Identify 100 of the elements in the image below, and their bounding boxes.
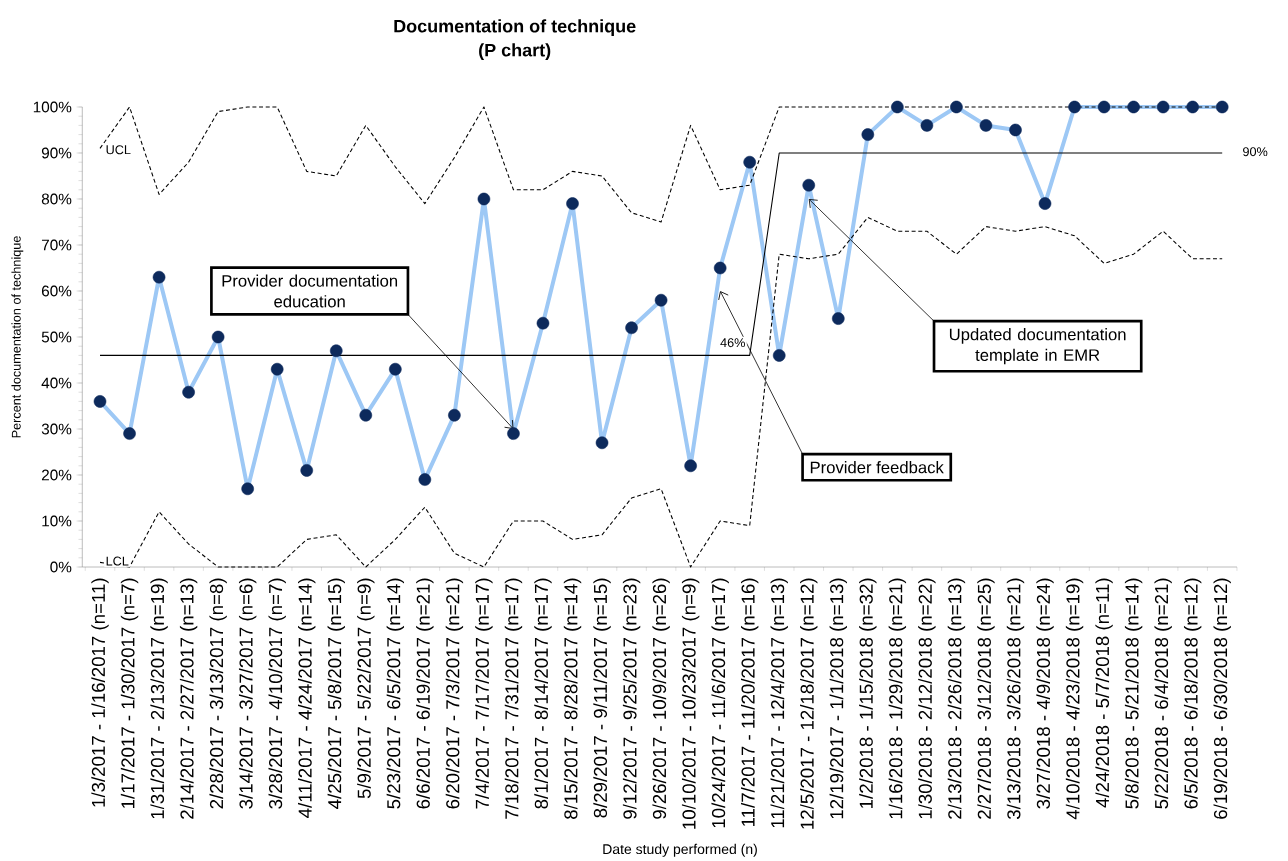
x-tick-label: 4/10/2018 - 4/23/2018 (n=19) xyxy=(1065,578,1084,820)
point xyxy=(329,344,343,358)
point xyxy=(566,197,579,210)
point xyxy=(1186,100,1199,114)
point xyxy=(1215,100,1229,114)
point xyxy=(93,395,107,408)
point xyxy=(182,385,195,399)
point xyxy=(802,178,816,192)
annotation: Provider documentation education xyxy=(222,274,398,308)
point xyxy=(152,270,166,284)
point xyxy=(1127,100,1140,114)
chart-subtitle: (P chart) xyxy=(479,43,551,61)
x-tick-label: 1/30/2018 - 2/12/2018 (n=22) xyxy=(918,578,936,819)
x-tick-label: 12/5/2017 - 12/18/2017 (n=12) xyxy=(800,578,818,829)
x-axis-title: Date study performed (n) xyxy=(603,843,757,857)
x-tick-label: 5/8/2018 - 5/21/2018 (n=14) xyxy=(1124,578,1143,809)
x-tick-label: 2/27/2018 - 3/12/2018 (n=25) xyxy=(977,578,995,819)
x-tick-label: 2/28/2017 - 3/13/2017 (n=8) xyxy=(209,578,227,809)
x-tick-label: 3/14/2017 - 3/27/2017 (n=6) xyxy=(238,578,257,809)
x-tick-label: 1/16/2018 - 1/29/2018 (n=21) xyxy=(888,578,907,819)
x-tick-label: 3/27/2018 - 4/9/2018 (n=24) xyxy=(1036,578,1054,809)
x-tick-label: 6/20/2017 - 7/3/2017 (n=21) xyxy=(445,578,464,809)
x-tick-label: 4/11/2017 - 4/24/2017 (n=14) xyxy=(298,578,316,818)
chart-title: Documentation of technique xyxy=(394,19,636,37)
x-tick-label: 1/17/2017 - 1/30/2017 (n=7) xyxy=(120,578,139,808)
x-tick-label: 5/9/2017 - 5/22/2017 (n=9) xyxy=(357,578,375,799)
x-tick-label: 11/21/2017 - 12/4/2017 (n=13) xyxy=(770,578,788,828)
x-tick-label: 9/12/2017 - 9/25/2017 (n=23) xyxy=(622,578,641,819)
point xyxy=(713,261,727,275)
x-tick-label: 2/13/2018 - 2/26/2018 (n=13) xyxy=(947,578,966,819)
point xyxy=(979,119,993,132)
y-tick-label: 90% xyxy=(41,147,72,159)
point xyxy=(507,427,520,440)
y-tick-label: 100% xyxy=(33,101,72,113)
x-tick-label: 8/29/2017 - 9/11/2017 (n=15) xyxy=(593,578,611,818)
annotation: 90% xyxy=(1243,147,1268,157)
point xyxy=(654,293,668,307)
point xyxy=(1009,123,1022,137)
point xyxy=(241,482,254,496)
point xyxy=(743,155,756,169)
point xyxy=(389,362,402,376)
y-axis-title: Percent documentation of technique xyxy=(11,236,24,438)
point xyxy=(477,192,491,206)
annotation: UCL xyxy=(106,145,131,155)
point xyxy=(211,330,225,344)
annotation: Updated documentation template in EMR xyxy=(949,328,1126,365)
point xyxy=(359,408,373,422)
x-tick-label: 4/25/2017 - 5/8/2017 (n=15) xyxy=(327,578,345,809)
x-tick-label: 4/24/2018 - 5/7/2018 (n=11) xyxy=(1095,578,1113,808)
x-tick-label: 1/31/2017 - 2/13/2017 (n=19) xyxy=(150,578,168,819)
x-tick-label: 7/18/2017 - 7/31/2017 (n=17) xyxy=(504,578,523,819)
point xyxy=(891,100,904,114)
x-tick-label: 6/6/2017 - 6/19/2017 (n=21) xyxy=(416,578,434,809)
x-tick-label: 9/26/2017 - 10/9/2017 (n=26) xyxy=(652,578,670,819)
y-tick-label: 70% xyxy=(41,239,72,251)
x-tick-label: 8/1/2017 - 8/14/2017 (n=17) xyxy=(534,578,552,809)
x-tick-label: 1/3/2017 - 1/16/2017 (n=11) xyxy=(91,578,109,807)
x-tick-label: 10/24/2017 - 11/6/2017 (n=17) xyxy=(711,578,729,828)
annotation: 46% xyxy=(720,338,745,348)
annotation: LCL xyxy=(106,556,129,566)
y-tick-label: 10% xyxy=(42,515,72,527)
y-tick-label: 30% xyxy=(41,423,72,435)
y-tick-label: 20% xyxy=(41,469,72,481)
x-tick-label: 5/23/2017 - 6/5/2017 (n=14) xyxy=(386,578,405,809)
x-tick-label: 7/4/2017 - 7/17/2017 (n=17) xyxy=(475,578,493,809)
point xyxy=(1068,100,1081,114)
y-tick-label: 80% xyxy=(41,193,72,205)
point xyxy=(832,312,845,325)
x-tick-label: 3/13/2018 - 3/26/2018 (n=21) xyxy=(1006,578,1025,820)
x-tick-label: 10/10/2017 - 10/23/2017 (n=9) xyxy=(681,578,700,829)
y-tick-label: 60% xyxy=(41,285,72,297)
point xyxy=(123,427,136,440)
y-tick-label: 40% xyxy=(41,377,72,389)
x-tick-label: 1/2/2018 - 1/15/2018 (n=32) xyxy=(859,578,877,808)
x-tick-label: 8/15/2017 - 8/28/2017 (n=14) xyxy=(563,578,582,819)
point xyxy=(861,128,875,141)
point xyxy=(772,349,786,362)
point xyxy=(448,408,461,422)
x-tick-label: 5/22/2018 - 6/4/2018 (n=21) xyxy=(1154,578,1172,809)
point xyxy=(1156,100,1170,114)
point xyxy=(625,321,638,335)
x-tick-label: 6/19/2018 - 6/30/2018 (n=12) xyxy=(1213,578,1231,819)
y-tick-label: 50% xyxy=(41,331,72,343)
point xyxy=(1038,197,1052,210)
point xyxy=(418,473,432,486)
point xyxy=(950,100,963,114)
x-tick-label: 6/5/2018 - 6/18/2018 (n=12) xyxy=(1183,578,1202,809)
y-tick-label: 0% xyxy=(50,561,72,573)
point xyxy=(300,464,313,477)
point xyxy=(536,316,550,330)
point xyxy=(1097,100,1111,114)
annotation: Provider feedback xyxy=(810,461,944,474)
point xyxy=(270,362,284,376)
point xyxy=(920,119,934,132)
x-tick-label: 3/28/2017 - 4/10/2017 (n=7) xyxy=(268,578,286,809)
x-tick-label: 12/19/2017 - 1/1/2018 (n=13) xyxy=(829,578,847,819)
x-tick-label: 2/14/2017 - 2/27/2017 (n=13) xyxy=(179,578,198,819)
x-tick-label: 11/7/2017 - 11/20/2017 (n=16) xyxy=(740,578,759,826)
point xyxy=(595,436,609,450)
point xyxy=(684,459,697,473)
